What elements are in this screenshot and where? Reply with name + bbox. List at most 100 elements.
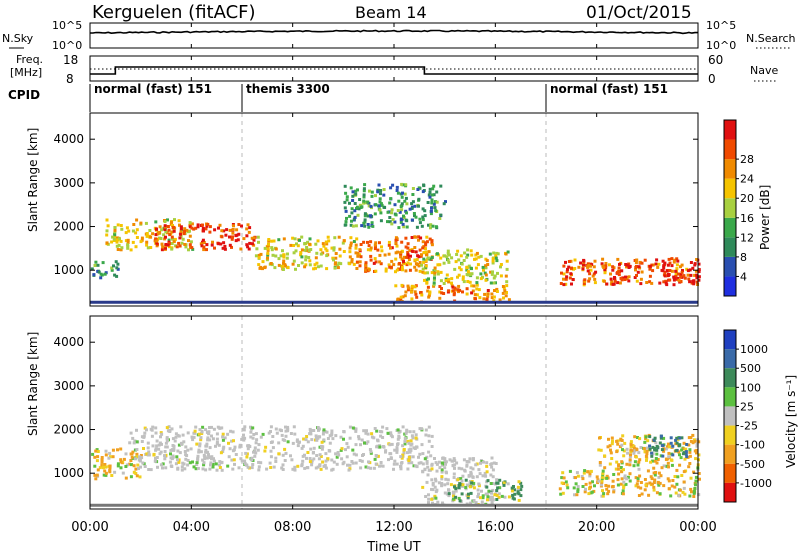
data-cell (393, 448, 397, 452)
data-cell (694, 457, 698, 461)
data-cell (371, 224, 375, 228)
colorbar-swatch (724, 178, 736, 199)
data-cell (257, 443, 261, 447)
data-cell (440, 470, 444, 474)
ytick-label: 3000 (53, 176, 84, 190)
colorbar-swatch (724, 349, 736, 369)
data-cell (496, 252, 500, 256)
data-cell (465, 483, 469, 487)
data-cell (379, 192, 382, 196)
data-cell (666, 442, 670, 446)
data-cell (677, 278, 681, 282)
data-cell (650, 477, 654, 481)
data-cell (633, 449, 637, 453)
data-cell (440, 484, 444, 488)
data-cell (170, 427, 174, 431)
data-cell (680, 263, 684, 267)
data-cell (378, 445, 382, 449)
data-cell (620, 439, 624, 442)
data-cell (484, 492, 488, 496)
data-cell (649, 460, 653, 464)
data-cell (124, 452, 128, 456)
data-cell (406, 246, 410, 250)
data-cell (143, 426, 147, 430)
data-cell (135, 474, 139, 478)
data-cell (245, 243, 249, 247)
data-cell (655, 448, 659, 452)
data-cell (503, 289, 507, 293)
data-cell (242, 438, 246, 442)
data-cell (425, 278, 429, 282)
data-cell (681, 490, 685, 494)
data-cell (408, 430, 412, 434)
data-cell (132, 464, 136, 468)
data-cell (331, 437, 335, 441)
power-panel-frame (89, 112, 699, 307)
data-cell (378, 241, 381, 245)
data-cell (593, 277, 597, 281)
data-cell (170, 465, 174, 468)
data-cell (96, 455, 100, 459)
data-cell (463, 469, 467, 473)
data-cell (183, 467, 187, 471)
data-cell (681, 269, 684, 272)
data-cell (211, 240, 214, 244)
data-cell (465, 292, 469, 296)
data-cell (317, 265, 320, 269)
data-cell (587, 279, 591, 283)
data-cell (304, 258, 308, 262)
data-cell (369, 214, 372, 218)
data-cell (439, 184, 443, 188)
data-cell (426, 256, 430, 260)
data-cell (693, 449, 697, 453)
data-cell (351, 190, 355, 194)
data-cell (159, 431, 163, 435)
data-cell (422, 260, 426, 264)
data-cell (387, 240, 391, 244)
data-cell (161, 466, 164, 470)
data-cell (570, 266, 573, 270)
data-cell (414, 436, 418, 440)
data-cell (457, 273, 461, 277)
data-cell (269, 455, 273, 459)
data-cell (201, 425, 205, 429)
data-cell (615, 460, 619, 464)
data-cell (620, 460, 624, 464)
data-cell (491, 259, 495, 263)
data-cell (392, 462, 396, 466)
data-cell (417, 186, 421, 190)
data-cell (669, 458, 673, 462)
data-cell (318, 463, 322, 467)
data-cell (689, 436, 693, 439)
data-cell (350, 219, 353, 223)
data-cell (486, 495, 490, 499)
data-cell (442, 202, 446, 206)
data-cell (425, 480, 429, 484)
data-cell (234, 453, 238, 456)
data-cell (656, 458, 660, 461)
data-cell (250, 458, 254, 462)
data-cell (302, 437, 306, 441)
data-cell (442, 282, 446, 285)
data-cell (346, 445, 350, 449)
data-cell (202, 248, 206, 252)
data-cell (201, 226, 205, 230)
data-cell (486, 479, 490, 483)
data-cell (490, 296, 494, 300)
data-cell (425, 461, 429, 465)
data-cell (208, 426, 211, 429)
data-cell (435, 252, 439, 256)
data-cell (654, 441, 658, 445)
data-cell (152, 452, 156, 456)
data-cell (217, 242, 221, 246)
data-cell (171, 224, 174, 227)
data-cell (360, 438, 364, 442)
data-cell (475, 475, 479, 479)
data-cell (652, 481, 656, 484)
ytick-label: 4000 (53, 132, 84, 146)
data-cell (564, 480, 568, 484)
data-cell (455, 461, 459, 465)
data-cell (131, 229, 135, 233)
data-cell (199, 450, 203, 454)
data-cell (96, 450, 100, 453)
